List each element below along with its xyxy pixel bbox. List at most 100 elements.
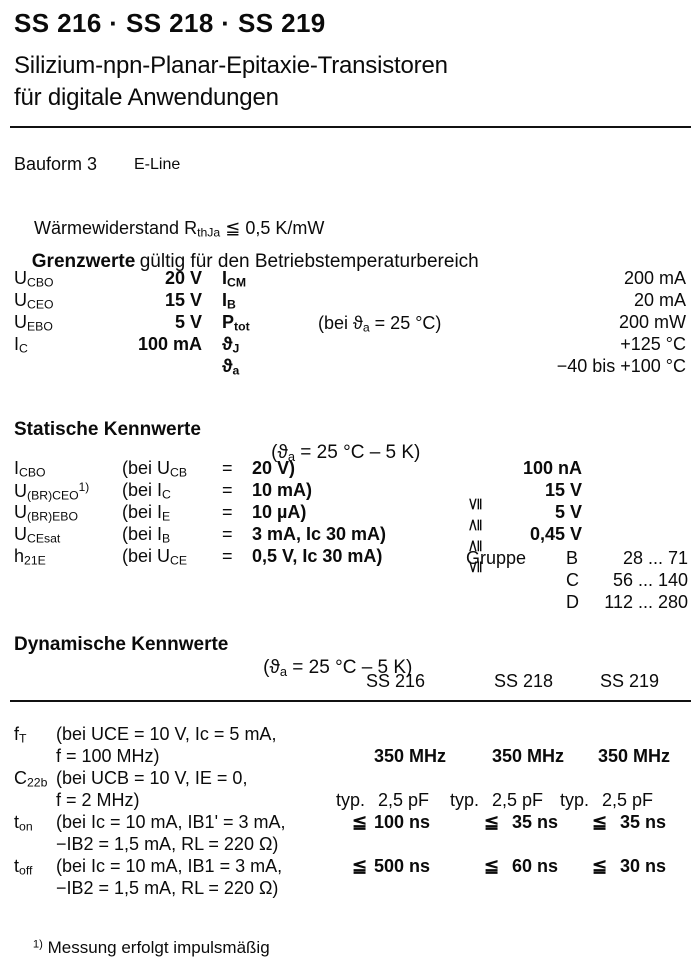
- groups-label: Gruppe: [466, 548, 527, 568]
- dynamic-relation-ss218: ≦: [484, 812, 500, 832]
- limit-value: 100 mA: [137, 334, 202, 354]
- limit-value: −40 bis +100 °C: [556, 356, 686, 376]
- static-equals: =: [222, 480, 233, 500]
- dynamic-relation-ss219: ≦: [592, 856, 608, 876]
- dynamic-value-ss216: 100 ns: [374, 812, 431, 832]
- dynamic-symbol: C22b: [14, 768, 48, 790]
- dynamic-prefix-ss218: typ.: [450, 790, 480, 810]
- static-condition-cell: (bei UCB: [122, 458, 188, 480]
- dynamic-value-ss219: 350 MHz: [598, 746, 671, 766]
- static-equals: =: [222, 524, 233, 544]
- static-heading: Statische Kennwerte: [14, 419, 201, 440]
- limit-symbol: ICM: [222, 268, 247, 290]
- static-condition-value: 10 µA): [252, 502, 307, 522]
- static-condition-cell: (bei IB: [122, 524, 171, 546]
- thermal-label: Wärmewiderstand: [34, 218, 180, 238]
- dynamic-value-ss216: 2,5 pF: [378, 790, 430, 810]
- footnote: 1) Messung erfolgt impulsmäßig: [14, 918, 270, 978]
- dynamic-relation-ss219: ≦: [592, 812, 608, 832]
- limit-symbol: Ptot: [222, 312, 250, 334]
- dynamic-relation-ss218: ≦: [484, 856, 500, 876]
- static-condition-cell: (bei UCE: [122, 546, 188, 568]
- subtitle-line-1: Silizium-npn-Planar-Epitaxie-Transistore…: [14, 52, 448, 79]
- thermal-value: 0,5 K/mW: [245, 218, 325, 238]
- limit-symbol: UCEO: [14, 290, 54, 312]
- static-condition-cell: (bei IE: [122, 502, 171, 524]
- dynamic-symbol: ton: [14, 812, 33, 834]
- static-condition-cell: (bei IC: [122, 480, 171, 502]
- static-symbol: ICBO: [14, 458, 46, 480]
- static-symbol: U(BR)CEO1): [14, 480, 90, 503]
- dynamic-relation-ss216: ≦: [352, 856, 368, 876]
- group-range: 112 ... 280: [604, 592, 688, 612]
- static-equals: =: [222, 546, 233, 566]
- limit-value: 20 mA: [633, 290, 686, 310]
- dynamic-prefix-ss219: typ.: [560, 790, 590, 810]
- dynamic-value-ss219: 2,5 pF: [602, 790, 654, 810]
- column-header-ss219: SS 219: [600, 671, 660, 691]
- group-range: 28 ... 71: [622, 548, 688, 568]
- static-equals: =: [222, 458, 233, 478]
- thermal-relation: ≦: [225, 218, 241, 238]
- group-letter: D: [566, 592, 579, 612]
- column-header-ss216: SS 216: [366, 671, 426, 691]
- header-divider: [10, 126, 691, 128]
- group-letter: C: [566, 570, 579, 590]
- dynamic-value-ss219: 35 ns: [620, 812, 667, 832]
- subtitle-line-2: für digitale Anwendungen: [14, 84, 279, 111]
- column-header-ss218: SS 218: [494, 671, 554, 691]
- dynamic-value-ss218: 35 ns: [512, 812, 559, 832]
- limit-value: 200 mA: [623, 268, 686, 288]
- limit-symbol: UEBO: [14, 312, 53, 334]
- limit-symbol: ϑJ: [222, 334, 240, 356]
- limit-symbol: IB: [222, 290, 236, 312]
- static-condition-value: 20 V): [252, 458, 296, 478]
- static-equals: =: [222, 502, 233, 522]
- limits-heading-rest: gültig für den Betriebstemperaturbereich: [139, 251, 479, 272]
- package-label: Bauform 3: [14, 154, 98, 174]
- limit-value: 15 V: [164, 290, 202, 310]
- group-range: 56 ... 140: [612, 570, 688, 590]
- dynamic-condition-line: −IB2 = 1,5 mA, RL = 220 Ω): [56, 834, 279, 854]
- package-value: E-Line: [134, 156, 181, 173]
- thermal-symbol: RthJa: [184, 218, 221, 240]
- dynamic-condition-line: (bei UCB = 10 V, IE = 0,: [56, 768, 248, 788]
- dynamic-table-divider: [10, 700, 691, 702]
- limit-value: 20 V: [164, 268, 202, 288]
- dynamic-value-ss219: 30 ns: [620, 856, 667, 876]
- limits-heading: Grenzwerte gültig für den Betriebstemper…: [14, 233, 479, 291]
- limit-value: +125 °C: [620, 334, 686, 354]
- thermal-resistance-row: Wärmewiderstand RthJa ≦ 0,5 K/mW: [14, 197, 324, 261]
- static-condition-value: 0,5 V, Ic 30 mA): [252, 546, 383, 566]
- dynamic-prefix-ss216: typ.: [336, 790, 366, 810]
- limit-symbol: ϑa: [222, 356, 240, 378]
- dynamic-value-ss218: 2,5 pF: [492, 790, 544, 810]
- limit-symbol: IC: [14, 334, 28, 356]
- dynamic-value-ss218: 60 ns: [512, 856, 559, 876]
- group-letter: B: [566, 548, 579, 568]
- static-symbol: h21E: [14, 546, 46, 568]
- dynamic-condition-line: f = 100 MHz): [56, 746, 160, 766]
- datasheet-page: SS 216 · SS 218 · SS 219 Silizium-npn-Pl…: [10, 8, 691, 957]
- dynamic-condition-line: (bei UCE = 10 V, Ic = 5 mA,: [56, 724, 277, 744]
- static-limit-value: 0,45 V: [529, 524, 582, 544]
- footnote-text: Messung erfolgt impulsmäßig: [47, 938, 270, 957]
- static-symbol: UCEsat: [14, 524, 61, 546]
- dynamic-value-ss216: 350 MHz: [374, 746, 447, 766]
- static-symbol: U(BR)EBO: [14, 502, 78, 524]
- dynamic-condition-line: −IB2 = 1,5 mA, RL = 220 Ω): [56, 878, 279, 898]
- limit-value: 5 V: [174, 312, 202, 332]
- dynamic-relation-ss216: ≦: [352, 812, 368, 832]
- page-title: SS 216 · SS 218 · SS 219: [14, 8, 326, 38]
- dynamic-heading: Dynamische Kennwerte: [14, 634, 229, 655]
- limit-symbol: UCBO: [14, 268, 54, 290]
- static-limit-value: 100 nA: [522, 458, 582, 478]
- dynamic-symbol: toff: [14, 856, 33, 878]
- dynamic-symbol: fT: [14, 724, 27, 746]
- dynamic-condition-line: (bei Ic = 10 mA, IB1 = 3 mA,: [56, 856, 283, 876]
- dynamic-value-ss218: 350 MHz: [492, 746, 565, 766]
- dynamic-value-ss216: 500 ns: [374, 856, 431, 876]
- static-limit-value: 5 V: [554, 502, 582, 522]
- static-condition-value: 3 mA, Ic 30 mA): [252, 524, 387, 544]
- dynamic-condition: (ϑa = 25 °C – 5 K): [263, 657, 413, 679]
